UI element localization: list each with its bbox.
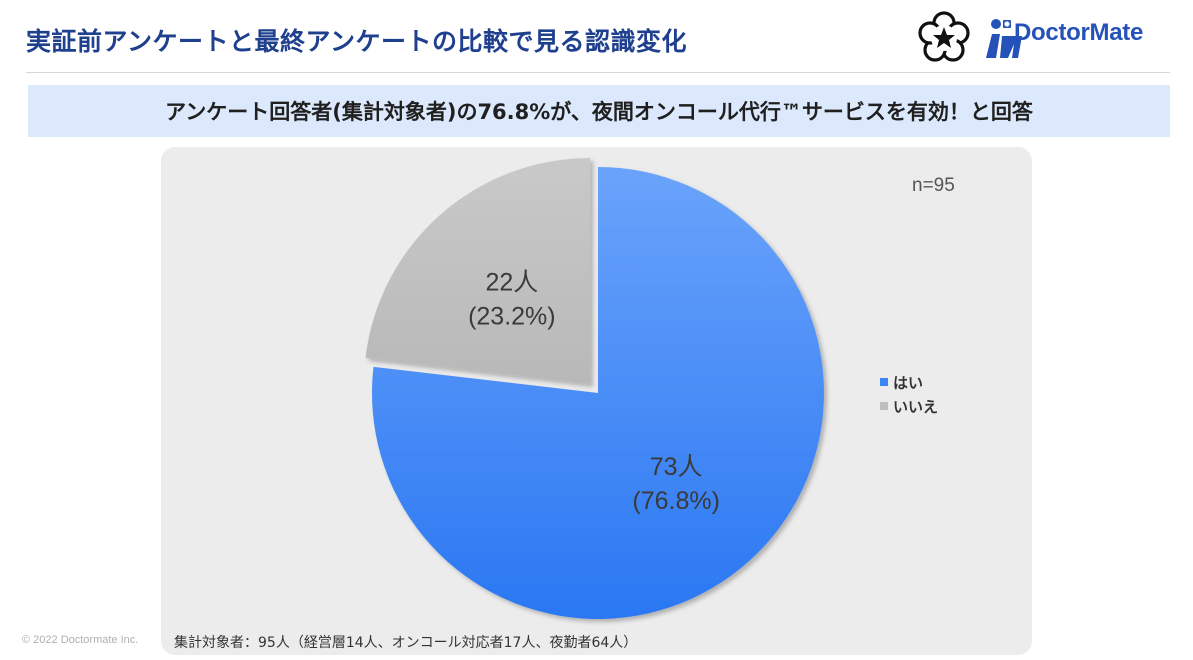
legend-swatch-yes (880, 378, 888, 386)
logo-area: DoctorMate (916, 10, 1176, 66)
flower-logo-icon (918, 11, 970, 62)
footnote: 集計対象者：95人（経営層14人、オンコール対応者17人、夜勤者64人） (174, 635, 638, 651)
sample-size-label: n=95 (912, 175, 955, 196)
legend-label-no: いいえ (893, 397, 939, 416)
slice-count-label-no: 22人 (485, 268, 538, 296)
pie-slice-yes (372, 167, 824, 619)
summary-banner: アンケート回答者(集計対象者)の76.8%が、夜間オンコール代行™サービスを有効… (28, 85, 1170, 137)
brand-name: DoctorMate (1014, 19, 1144, 46)
header-divider (26, 72, 1170, 73)
slice-percent-label-no: (23.2%) (468, 302, 556, 330)
copyright: © 2022 Doctormate Inc. (22, 634, 139, 646)
legend-item-yes: はい (880, 370, 938, 394)
legend-label-yes: はい (893, 373, 924, 392)
legend-swatch-no (880, 402, 888, 410)
chart-legend: はい いいえ (880, 370, 938, 418)
slice-count-label-yes: 73人 (650, 453, 703, 481)
doctormate-brand-icon (986, 19, 1022, 58)
pie-slice-no (365, 158, 591, 385)
page-title: 実証前アンケートと最終アンケートの比較で見る認識変化 (26, 27, 688, 56)
slice-percent-label-yes: (76.8%) (632, 487, 720, 515)
legend-item-no: いいえ (880, 394, 938, 418)
